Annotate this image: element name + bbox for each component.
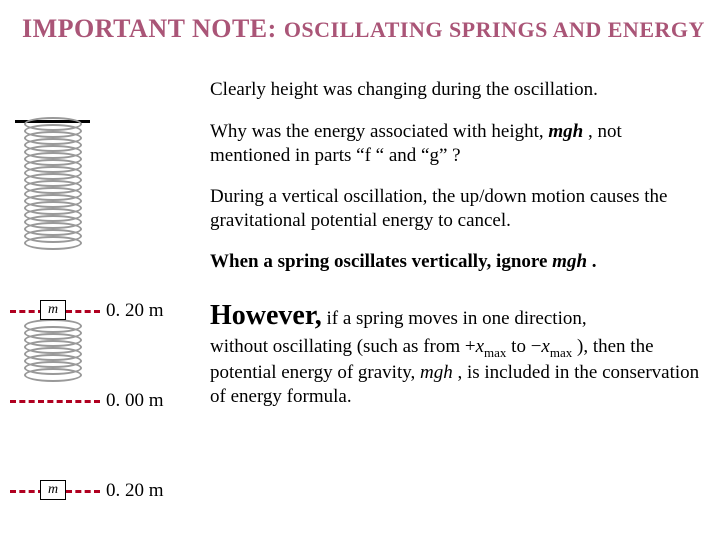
mass-label-0: m (48, 302, 58, 317)
paragraph-1: Clearly height was changing during the o… (210, 78, 702, 102)
p2-mgh: mgh (548, 121, 583, 142)
p6a: without oscillating (such as from + (210, 336, 476, 357)
mass-label-2: m (48, 482, 58, 497)
paragraph-5: However, if a spring moves in one direct… (210, 298, 702, 333)
mass-box-0: m (40, 300, 66, 320)
dash-line-1 (10, 400, 100, 403)
dash-label-1: 0. 00 m (106, 390, 164, 412)
however-word: However, (210, 300, 322, 331)
spring-lower (24, 326, 82, 382)
p1-text: Clearly height was changing during the o… (210, 79, 598, 100)
p6-max1: max (484, 345, 506, 360)
p6b: to − (506, 336, 541, 357)
dash-label-0: 0. 20 m (106, 300, 164, 322)
p4b: . (587, 251, 597, 272)
paragraph-4: When a spring oscillates vertically, ign… (210, 250, 702, 274)
p4a: When a spring oscillates vertically, ign… (210, 251, 552, 272)
paragraph-6: without oscillating (such as from +xmax … (210, 335, 702, 409)
title-sub: OSCILLATING SPRINGS AND ENERGY (284, 17, 705, 42)
spring-diagram: m 0. 20 m 0. 00 m m 0. 20 m (10, 120, 200, 520)
spring-upper (24, 124, 82, 250)
p6-mgh: mgh (420, 362, 453, 383)
paragraph-3: During a vertical oscillation, the up/do… (210, 185, 702, 233)
slide-title: IMPORTANT NOTE: OSCILLATING SPRINGS AND … (22, 14, 705, 44)
title-main: IMPORTANT NOTE: (22, 14, 277, 43)
p3-text: During a vertical oscillation, the up/do… (210, 186, 667, 231)
dash-label-2: 0. 20 m (106, 480, 164, 502)
p2a: Why was the energy associated with heigh… (210, 121, 548, 142)
paragraph-2: Why was the energy associated with heigh… (210, 120, 702, 168)
p6-x2: x (541, 336, 549, 357)
p4-mgh: mgh (552, 251, 587, 272)
mass-box-2: m (40, 480, 66, 500)
p6-max2: max (550, 345, 572, 360)
p5-rest: if a spring moves in one direction, (322, 308, 587, 329)
p6-x1: x (476, 336, 484, 357)
